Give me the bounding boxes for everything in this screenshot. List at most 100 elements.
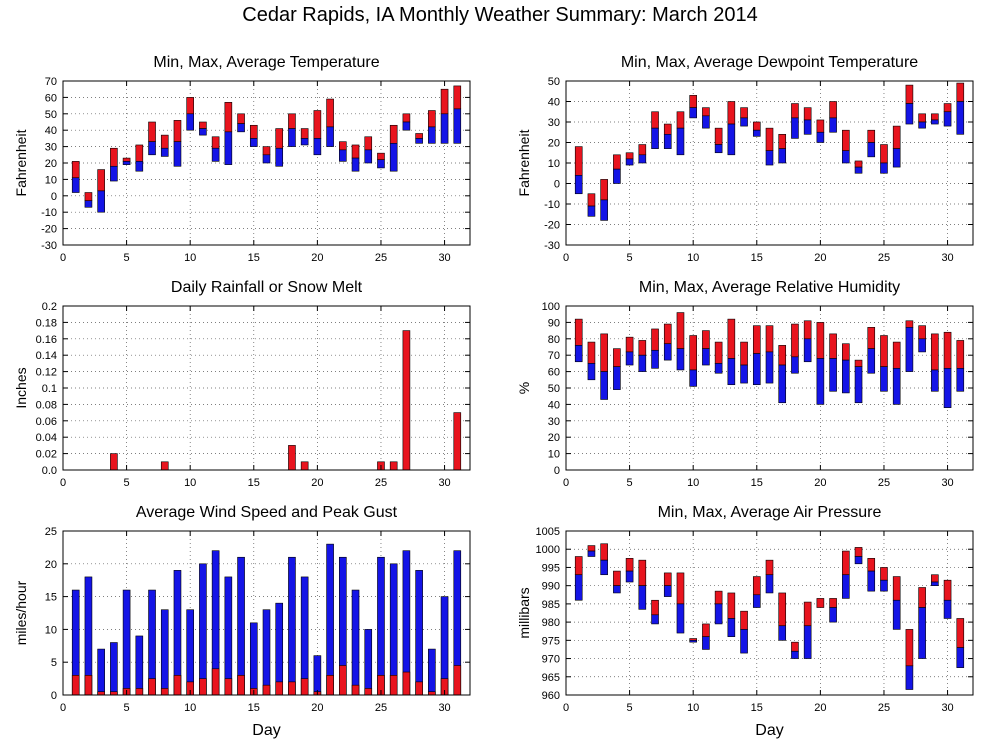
bar-max-to-avg	[943, 331, 952, 369]
bar-max-to-avg	[587, 545, 596, 552]
bar-max-to-avg	[714, 590, 723, 605]
bar-avg-to-min	[122, 161, 131, 165]
y-axis-label: Fahrenheit	[516, 129, 532, 196]
bar-avg-to-min	[625, 158, 634, 166]
bar-avg-to-min	[791, 117, 799, 139]
chart-wind: 0 5 10 15 20 25 0 5 10 15 20 25 30 Average Wind Speed…	[13, 504, 471, 739]
plot-frame	[62, 530, 471, 696]
bar-avg-to-min	[574, 345, 583, 363]
bar-peak-gust	[110, 642, 118, 696]
bar-avg-to-min	[84, 200, 93, 208]
bar-max-to-avg	[97, 169, 105, 192]
bar-avg-wind	[364, 688, 373, 696]
x-tick-label: 25	[375, 252, 387, 264]
bar-avg-to-min	[625, 351, 634, 366]
bar-avg-to-min	[453, 108, 462, 144]
bar-max-to-avg	[702, 107, 710, 117]
y-tick-label: 70	[548, 350, 560, 362]
bar-max-to-avg	[389, 124, 398, 144]
bar-max-to-avg	[918, 587, 926, 608]
x-tick-label: 15	[248, 477, 260, 489]
bar-max-to-avg	[300, 128, 309, 139]
bar-avg-to-min	[880, 579, 888, 592]
bar-peak-gust	[300, 576, 309, 696]
bar-avg-to-min	[727, 618, 736, 637]
y-axis-label: %	[516, 382, 532, 394]
bar-avg-to-min	[956, 101, 965, 135]
y-tick-label: 0	[51, 191, 57, 203]
bar-avg-to-min	[440, 113, 449, 144]
bar-precip	[300, 461, 309, 471]
x-axis-label: Day	[755, 722, 783, 739]
bar-avg-to-min	[892, 368, 901, 405]
x-tick-label: 30	[941, 702, 953, 714]
bar-avg-to-min	[905, 103, 914, 125]
bar-max-to-avg	[199, 121, 207, 129]
y-tick-label: 980	[542, 617, 560, 629]
bar-avg-to-min	[651, 614, 659, 625]
bar-avg-wind	[300, 678, 309, 696]
bar-avg-to-min	[714, 144, 723, 154]
bar-max-to-avg	[931, 574, 939, 583]
bar-avg-to-min	[237, 123, 245, 133]
bar-max-to-avg	[676, 312, 685, 349]
y-tick-label: 10	[45, 174, 57, 186]
chart-title: Average Wind Speed and Peak Gust	[136, 504, 398, 521]
y-tick-label: -10	[544, 199, 560, 211]
bar-max-to-avg	[440, 88, 449, 115]
bar-precip	[160, 461, 169, 471]
chart-temperature: -30 -20 -10 0 10 20 30 40 50 60 70 0 5 10 15 20 25 30 Min,…	[13, 54, 471, 264]
bar-avg-to-min	[854, 556, 863, 565]
bar-avg-to-min	[574, 574, 583, 601]
chart-title: Daily Rainfall or Snow Melt	[171, 279, 363, 296]
bar-avg-wind	[275, 681, 284, 696]
y-tick-label: 20	[548, 138, 560, 150]
x-tick-label: 30	[438, 702, 450, 714]
bar-max-to-avg	[122, 157, 131, 162]
bar-max-to-avg	[676, 572, 685, 605]
bar-avg-to-min	[867, 348, 876, 374]
y-tick-label: 0.14	[36, 350, 57, 362]
bar-max-to-avg	[816, 119, 825, 133]
bar-avg-to-min	[377, 159, 385, 169]
x-tick-label: 0	[563, 252, 569, 264]
y-tick-label: 0.08	[36, 399, 57, 411]
bar-max-to-avg	[867, 327, 876, 349]
x-axis-label: Day	[252, 722, 280, 739]
bar-avg-to-min	[663, 343, 672, 361]
y-tick-label: 40	[548, 399, 560, 411]
bar-max-to-avg	[600, 333, 608, 372]
bar-max-to-avg	[211, 136, 220, 149]
x-tick-label: 15	[751, 477, 763, 489]
bar-avg-wind	[351, 684, 360, 696]
bar-max-to-avg	[803, 107, 812, 121]
bar-avg-to-min	[791, 356, 799, 374]
bar-max-to-avg	[453, 85, 462, 110]
bar-avg-to-min	[765, 351, 774, 384]
bar-peak-gust	[326, 543, 334, 696]
bar-max-to-avg	[791, 103, 799, 119]
y-tick-label: 0.0	[42, 465, 57, 477]
x-tick-label: 10	[687, 702, 699, 714]
bar-avg-wind	[135, 688, 144, 696]
bar-max-to-avg	[892, 125, 901, 149]
bar-avg-to-min	[689, 107, 697, 119]
bar-max-to-avg	[600, 179, 608, 201]
bar-avg-to-min	[842, 359, 850, 394]
y-tick-label: 20	[45, 559, 57, 571]
bar-avg-to-min	[829, 358, 837, 392]
x-tick-label: 25	[878, 702, 890, 714]
y-axis-label: miles/hour	[13, 580, 29, 645]
bar-max-to-avg	[702, 330, 710, 349]
bar-max-to-avg	[587, 341, 596, 364]
bar-avg-to-min	[752, 353, 761, 386]
bar-max-to-avg	[842, 550, 850, 576]
y-tick-label: 5	[51, 657, 57, 669]
y-tick-label: 0	[554, 179, 560, 191]
bar-avg-to-min	[918, 607, 926, 659]
y-tick-label: 30	[548, 117, 560, 129]
bar-max-to-avg	[313, 110, 322, 139]
bar-avg-to-min	[249, 138, 258, 147]
bar-avg-wind	[288, 681, 296, 696]
